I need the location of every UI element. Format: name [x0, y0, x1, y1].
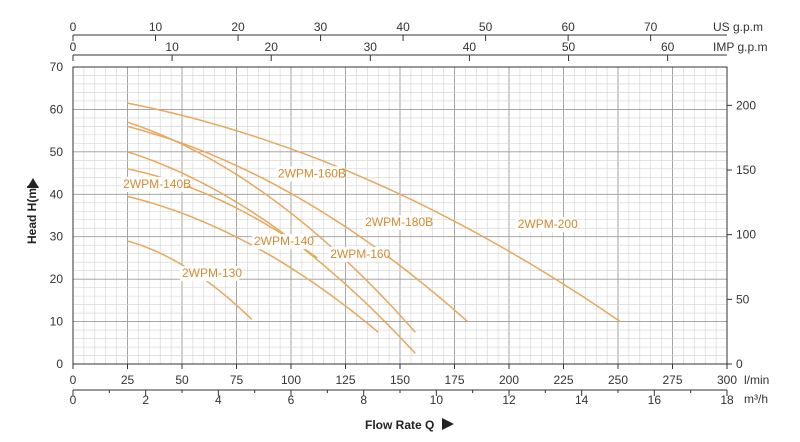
y-ft-tick-label: 0 — [736, 357, 743, 371]
x-lpm-tick-label: 125 — [335, 373, 355, 387]
x-impgpm-tick-label: 40 — [463, 40, 477, 54]
grid-layer — [72, 66, 728, 365]
y-ft-tick-label: 200 — [736, 98, 756, 112]
x-impgpm-tick-label: 50 — [562, 40, 576, 54]
x-lpm-tick-label: 150 — [390, 373, 410, 387]
x-lpm-tick-label: 175 — [444, 373, 464, 387]
x-usgpm-tick-label: 60 — [561, 20, 575, 34]
series-label-1: 2WPM-140B — [123, 177, 191, 191]
series-label-bg — [275, 166, 343, 182]
y-axis-title: Head H(m) — [25, 184, 39, 244]
series-label-0: 2WPM-130 — [182, 266, 242, 280]
series-label-bg — [180, 266, 240, 282]
x-usgpm-tick-label: 50 — [479, 20, 493, 34]
y-m-tick-label: 70 — [50, 60, 64, 74]
x-lpm-tick-label: 250 — [608, 373, 628, 387]
y-ft-tick-label: 100 — [736, 228, 756, 242]
series-label-bg — [515, 217, 575, 233]
y-m-tick-label: 30 — [50, 230, 64, 244]
lpm-unit: l/min — [744, 373, 769, 387]
series-label-3: 2WPM-160 — [330, 247, 390, 261]
x-impgpm-tick-label: 0 — [70, 40, 77, 54]
us-gpm-unit: US g.p.m — [713, 20, 763, 34]
x-usgpm-tick-label: 0 — [70, 20, 77, 34]
x-usgpm-tick-label: 40 — [396, 20, 410, 34]
y-title-arrow-icon — [27, 178, 39, 188]
label-layer: 2WPM-130 2WPM-140B 2WPM-140 2WPM-160 2WPM-16… — [121, 166, 578, 282]
x-usgpm-tick-label: 70 — [644, 20, 658, 34]
m3h-unit: m³/h — [744, 392, 768, 406]
series-label-4: 2WPM-160B — [278, 166, 346, 180]
y-m-tick-label: 0 — [56, 357, 63, 371]
x-lpm-tick-label: 275 — [662, 373, 682, 387]
x-lpm-tick-label: 50 — [175, 373, 189, 387]
x-m3h-tick-label: 18 — [720, 393, 734, 407]
series-curve-3 — [127, 151, 416, 354]
x-usgpm-tick-label: 10 — [149, 20, 163, 34]
series-curve-5 — [127, 125, 469, 323]
y-m-tick-label: 20 — [50, 272, 64, 286]
x-m3h-tick-label: 10 — [430, 393, 444, 407]
series-label-bg — [328, 246, 388, 262]
x-impgpm-tick-label: 20 — [265, 40, 279, 54]
x-m3h-tick-label: 16 — [648, 393, 662, 407]
x-axis-title: Flow Rate Q — [365, 418, 434, 432]
x-m3h-tick-label: 8 — [360, 393, 367, 407]
x-lpm-tick-label: 200 — [499, 373, 519, 387]
x-m3h-tick-label: 6 — [288, 393, 295, 407]
series-label-6: 2WPM-200 — [518, 217, 578, 231]
y-ft-tick-label: 150 — [736, 163, 756, 177]
x-lpm-tick-label: 300 — [717, 373, 737, 387]
series-label-bg — [363, 215, 430, 231]
x-lpm-tick-label: 225 — [553, 373, 573, 387]
x-m3h-tick-label: 0 — [70, 393, 77, 407]
x-m3h-tick-label: 2 — [142, 393, 149, 407]
x-lpm-tick-label: 100 — [281, 373, 301, 387]
y-m-tick-label: 50 — [50, 145, 64, 159]
series-label-bg — [121, 176, 188, 192]
x-m3h-tick-label: 12 — [502, 393, 516, 407]
x-lpm-tick-label: 0 — [70, 373, 77, 387]
series-label-2: 2WPM-140 — [254, 234, 314, 248]
x-m3h-tick-label: 14 — [575, 393, 589, 407]
x-title-arrow-icon — [442, 418, 454, 430]
x-usgpm-tick-label: 20 — [231, 20, 245, 34]
series-label-bg — [251, 234, 312, 250]
y-ft-tick-label: 50 — [736, 292, 750, 306]
y-m-tick-label: 10 — [50, 315, 64, 329]
x-impgpm-tick-label: 10 — [165, 40, 179, 54]
y-m-tick-label: 40 — [50, 187, 64, 201]
series-curve-6 — [127, 102, 621, 323]
x-usgpm-tick-label: 30 — [314, 20, 328, 34]
y-m-tick-label: 60 — [50, 102, 64, 116]
x-lpm-tick-label: 25 — [121, 373, 135, 387]
x-impgpm-tick-label: 60 — [661, 40, 675, 54]
text-layer: Flow Rate Q Head H(m) US g.p.m IMP g.p.m… — [25, 20, 769, 432]
x-m3h-tick-label: 4 — [215, 393, 222, 407]
x-impgpm-tick-label: 30 — [364, 40, 378, 54]
imp-gpm-unit: IMP g.p.m — [713, 40, 767, 54]
series-label-5: 2WPM-180B — [365, 215, 433, 229]
x-lpm-tick-label: 75 — [230, 373, 244, 387]
